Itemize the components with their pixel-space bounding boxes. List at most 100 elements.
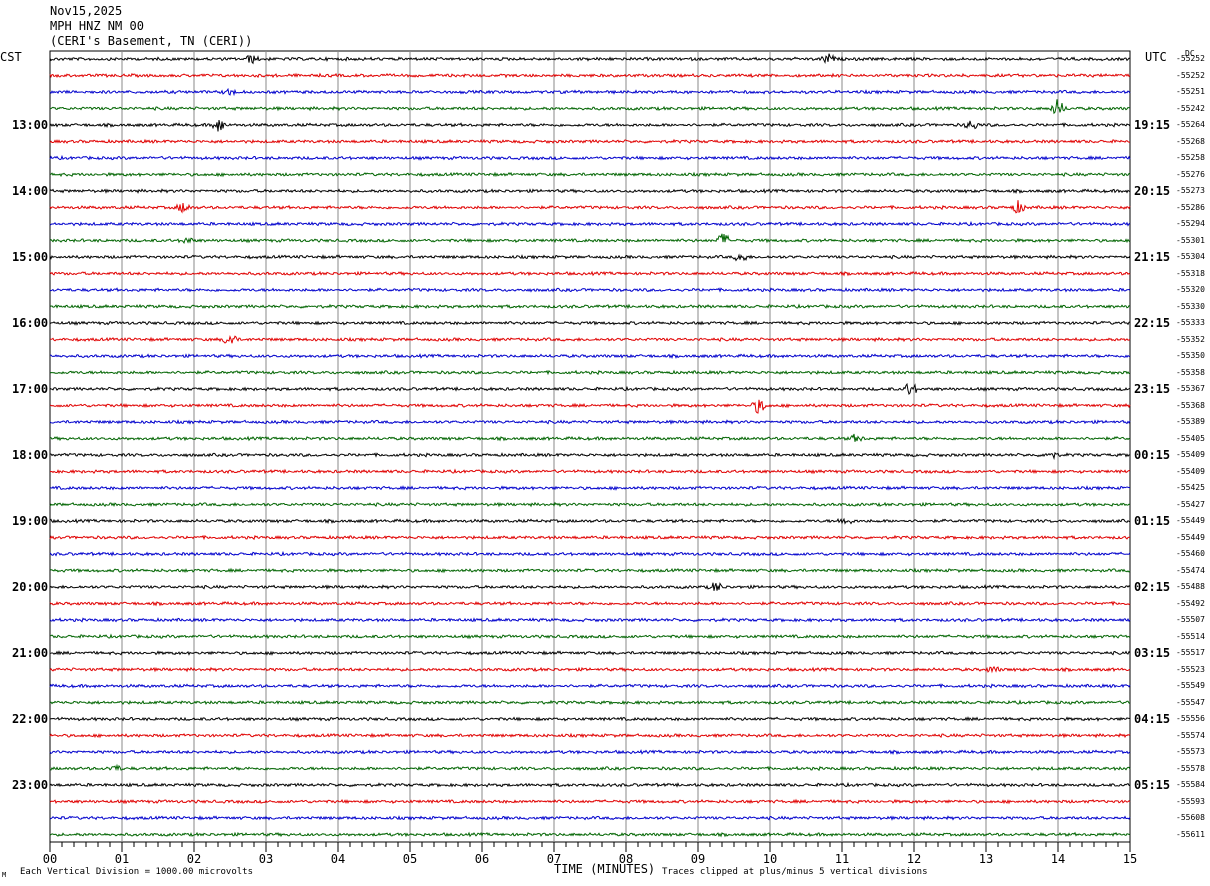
dc-offset-label: -55573 [1176,747,1205,756]
dc-offset-label: -55350 [1176,351,1205,360]
dc-offset-label: -55584 [1176,780,1205,789]
dc-offset-label: -55330 [1176,301,1205,311]
x-axis-title: TIME (MINUTES) [554,862,656,876]
trace-line [49,253,1131,262]
location-label: (CERI's Basement, TN (CERI)) [50,34,253,48]
x-tick-label: 08 [619,852,633,866]
trace-line [49,87,1131,97]
dc-offset-label: -55352 [1176,334,1205,344]
dc-offset-label: -55409 [1176,466,1205,476]
dc-offset-label: -55409 [1176,450,1205,459]
dc-offset-label: -55304 [1176,252,1205,261]
dc-offset-label: -55368 [1176,400,1205,410]
dc-label: DC [1185,49,1195,58]
grid [49,50,1131,843]
trace-line [49,303,1131,310]
left-timezone-label: CST [0,50,22,64]
trace-line [49,99,1131,115]
x-tick-label: 11 [835,852,849,866]
left-hour-label: 17:00 [12,382,49,396]
trace-line [49,120,1131,132]
dc-offset-label: -55389 [1176,417,1205,426]
trace-line [49,468,1131,475]
left-hour-label: 20:00 [12,580,49,594]
x-axis: 00 01 02 03 04 05 06 07 08 09 10 11 12 13 14 15 [43,842,1137,866]
date-label: Nov15,2025 [50,4,123,18]
dc-offset-label: -55273 [1176,186,1205,195]
trace-line [49,683,1131,689]
trace-line [49,798,1131,805]
trace-line [49,233,1131,245]
trace-line [49,220,1131,227]
x-tick-label: 03 [259,852,273,866]
dc-offset-label: -55425 [1176,483,1205,492]
plot-frame [49,50,1131,843]
trace-line [49,831,1131,838]
x-tick-label: 02 [187,852,201,866]
dc-offset-label: -55367 [1176,384,1205,393]
corner-mark: M [2,871,7,879]
dc-offset-label: -55611 [1176,829,1205,839]
trace-line [49,353,1131,359]
x-tick-label: 13 [979,852,993,866]
dc-offset-label: -55252 [1176,54,1205,63]
trace-line [49,781,1131,788]
right-hour-label: 02:15 [1134,580,1171,594]
trace-line [49,419,1131,425]
x-tick-label: 15 [1123,852,1137,866]
trace-line [49,399,1131,414]
x-tick-label: 04 [331,852,345,866]
dc-offset-label: -55608 [1176,813,1205,822]
trace-line [49,188,1131,194]
dc-offset-label: -55517 [1176,648,1205,657]
trace-line [49,138,1131,145]
dc-offset-label: -55320 [1176,285,1205,294]
dc-offset-label: -55258 [1176,153,1205,162]
x-tick-label: 05 [403,852,417,866]
right-hour-label: 23:15 [1134,382,1171,396]
dc-offset-label: -55549 [1176,681,1205,690]
dc-offset-label: -55556 [1176,714,1205,723]
trace-line [49,815,1131,821]
dc-offset-label: -55449 [1176,516,1205,525]
left-hour-label: 16:00 [12,316,49,330]
dc-offset-label: -55593 [1176,796,1205,806]
dc-offset-label: -55460 [1176,549,1205,558]
trace-line [49,600,1131,607]
trace-line [49,550,1131,557]
trace-line [49,382,1131,396]
trace-line [49,270,1131,277]
trace-line [49,320,1131,326]
trace-line [49,369,1131,376]
dc-offset-label: -55427 [1176,499,1205,509]
right-hour-label: 21:15 [1134,250,1171,264]
trace-line [50,335,1131,344]
dc-offset-label: -55252 [1176,70,1205,80]
x-tick-label: 10 [763,852,777,866]
left-hour-label: 18:00 [12,448,49,462]
left-hour-label: 21:00 [12,646,49,660]
station-label: MPH HNZ NM 00 [50,19,144,33]
x-tick-label: 06 [475,852,489,866]
dc-offset-label: -55488 [1176,582,1205,591]
dc-offset-label: -55358 [1176,367,1205,377]
trace-line [49,617,1131,623]
trace-line [49,732,1131,739]
left-hour-label: 22:00 [12,712,49,726]
x-tick-label: 09 [691,852,705,866]
right-hour-label: 01:15 [1134,514,1171,528]
right-hour-label: 22:15 [1134,316,1171,330]
trace-line [49,53,1131,65]
dc-offset-label: -55318 [1176,268,1205,278]
trace-line [49,534,1130,541]
right-hour-label: 19:15 [1134,118,1171,132]
dc-offset-label: -55276 [1176,169,1205,179]
trace-line [49,485,1131,491]
trace-line [50,171,1131,178]
trace-line [50,451,1131,461]
dc-offset-label: -55294 [1176,219,1205,228]
left-hour-label: 23:00 [12,778,49,792]
x-tick-label: 01 [115,852,129,866]
trace-line [49,716,1131,722]
